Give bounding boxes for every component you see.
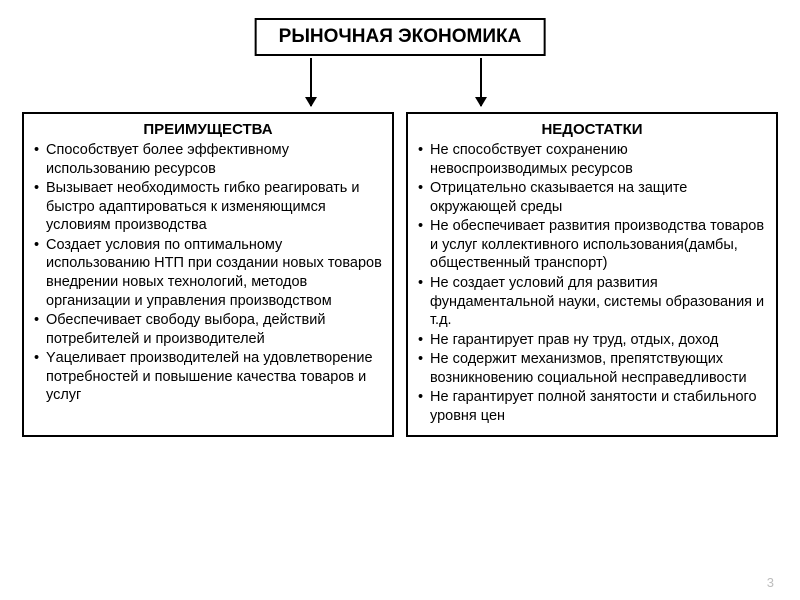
disadvantages-heading: НЕДОСТАТКИ xyxy=(418,120,766,139)
columns-container: ПРЕИМУЩЕСТВА Способствует более эффектив… xyxy=(22,112,778,437)
advantages-list: Способствует более эффективному использо… xyxy=(34,141,382,405)
list-item: Yацеливает производителей на удовлетворе… xyxy=(34,349,382,405)
list-item: Не создает условий для развития фундамен… xyxy=(418,274,766,330)
advantages-heading: ПРЕИМУЩЕСТВА xyxy=(34,120,382,139)
disadvantages-box: НЕДОСТАТКИ Не способствует сохранению не… xyxy=(406,112,778,437)
list-item: Вызывает необходимость гибко реагировать… xyxy=(34,179,382,235)
advantages-box: ПРЕИМУЩЕСТВА Способствует более эффектив… xyxy=(22,112,394,437)
main-title: РЫНОЧНАЯ ЭКОНОМИКА xyxy=(255,18,546,56)
page-number: 3 xyxy=(767,575,774,590)
arrow-to-disadvantages xyxy=(480,58,482,106)
list-item: Способствует более эффективному использо… xyxy=(34,141,382,178)
list-item: Обеспечивает свободу выбора, действий по… xyxy=(34,311,382,348)
list-item: Создает условия по оптимальному использо… xyxy=(34,236,382,310)
list-item: Не гарантирует прав ну труд, отдых, дохо… xyxy=(418,331,766,350)
arrow-to-advantages xyxy=(310,58,312,106)
disadvantages-list: Не способствует сохранению невоспроизвод… xyxy=(418,141,766,425)
list-item: Отрицательно сказывается на защите окруж… xyxy=(418,179,766,216)
list-item: Не содержит механизмов, препятствующих в… xyxy=(418,350,766,387)
list-item: Не способствует сохранению невоспроизвод… xyxy=(418,141,766,178)
list-item: Не обеспечивает развития производства то… xyxy=(418,217,766,273)
list-item: Не гарантирует полной занятости и стабил… xyxy=(418,388,766,425)
